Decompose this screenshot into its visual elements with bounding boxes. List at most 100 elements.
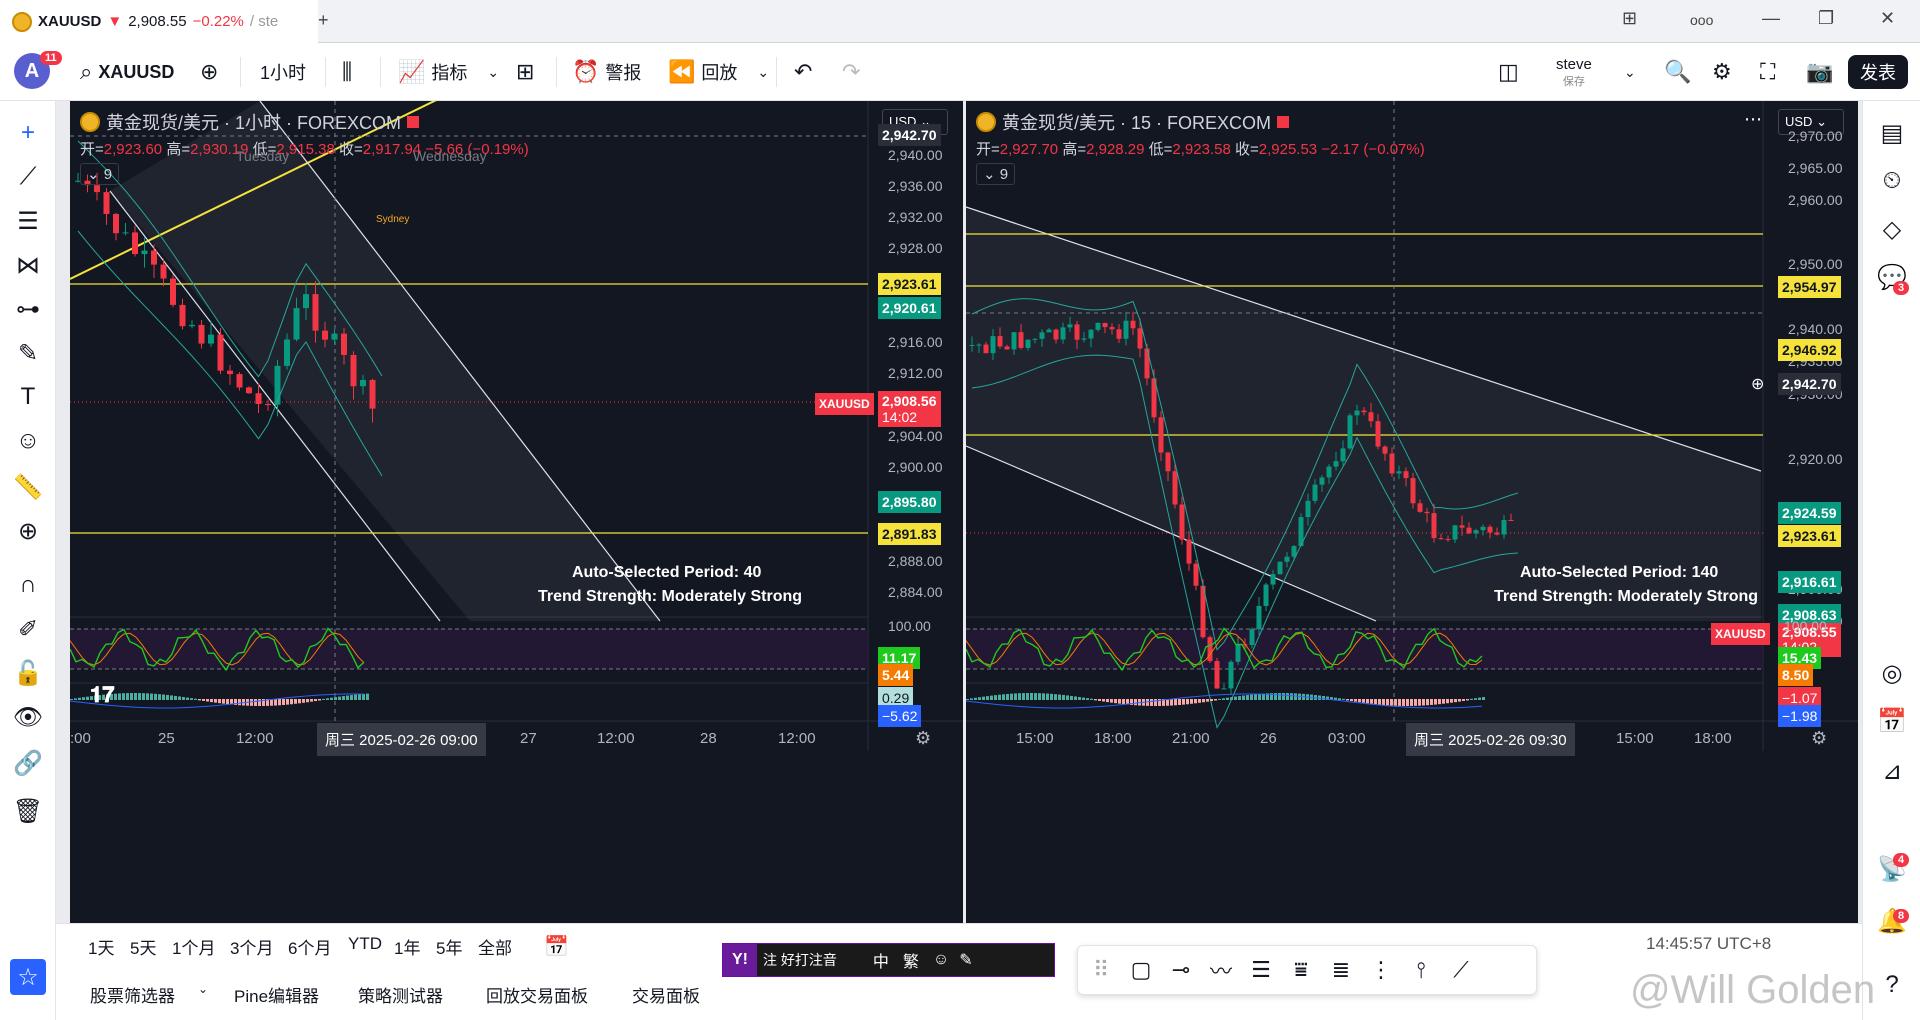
macd-bar — [1406, 699, 1409, 706]
regression-icon[interactable]: ⋮ — [1370, 957, 1392, 982]
link-icon[interactable]: 🔗 — [13, 749, 43, 777]
ruler-icon[interactable]: 📏 — [13, 473, 43, 501]
range-ytd[interactable]: YTD — [348, 934, 382, 953]
more-icon[interactable]: ⋯ — [1744, 109, 1762, 129]
flag-icon[interactable] — [407, 116, 420, 128]
feed-icon[interactable]: 📡 — [1877, 855, 1907, 883]
range-1m[interactable]: 1个月 — [172, 939, 216, 958]
ime-charset[interactable]: 繁 — [902, 954, 919, 971]
chart-2-canvas[interactable] — [966, 101, 1858, 923]
undo-button[interactable]: ↶ — [794, 43, 812, 101]
draw-lock-icon[interactable]: ✐ — [17, 615, 39, 643]
macd-bar — [1006, 693, 1009, 700]
indicator-count[interactable]: ⌄ 9 — [976, 163, 1016, 185]
forecast-icon[interactable]: ⊶ — [16, 295, 40, 323]
settings-button[interactable]: ⚙ — [1712, 43, 1732, 101]
ime-mode[interactable]: 中 — [872, 954, 889, 971]
fullscreen-button[interactable]: ⛶ — [1760, 43, 1775, 101]
range-6m[interactable]: 6个月 — [288, 939, 332, 958]
chart-tool-icon[interactable]: ⊿ — [1881, 757, 1903, 785]
chart-settings-icon[interactable]: ⚙ — [1811, 728, 1828, 748]
tab-strategy[interactable]: 策略测试器 — [358, 987, 443, 1006]
trash-icon[interactable]: 🗑 — [12, 797, 44, 825]
new-tab-button[interactable]: + — [318, 10, 329, 30]
layout-icon[interactable]: ⊞ — [1622, 8, 1638, 28]
zoom-in-icon[interactable]: ⊕ — [17, 517, 39, 545]
symbol-search[interactable]: ⌕ XAUUSD — [80, 43, 174, 101]
quick-search-button[interactable]: 🔍 — [1664, 43, 1691, 101]
restore-button[interactable]: ❐ — [1818, 8, 1835, 28]
ime-tool-icon[interactable]: ✎ — [959, 952, 973, 969]
indicator-count[interactable]: ⌄ 9 — [80, 163, 120, 185]
range-3m[interactable]: 3个月 — [230, 939, 274, 958]
vline-icon[interactable]: ⫯ — [1416, 957, 1426, 982]
bell-icon[interactable]: 🔔 — [1877, 907, 1907, 935]
drag-handle-icon[interactable]: ⠿ — [1092, 957, 1110, 982]
fib-icon[interactable]: ☰ — [1251, 957, 1271, 982]
channel-icon[interactable]: ⩸ — [1294, 957, 1308, 982]
hline-tool-icon[interactable]: ⊸ — [1171, 957, 1191, 982]
crosshair-icon[interactable]: + — [20, 119, 35, 146]
emoji-icon[interactable]: ☺ — [15, 427, 41, 454]
chart-settings-icon[interactable]: ⚙ — [915, 728, 932, 748]
snapshot-button[interactable]: 📷 — [1806, 43, 1833, 101]
chart-pane-1[interactable]: 黄金现货/美元 · 1小时 · FOREXCOM 开=2,923.60 高=2,… — [70, 101, 963, 923]
tab-screener[interactable]: 股票筛选器 — [90, 987, 175, 1006]
layers-icon[interactable]: ◇ — [1882, 215, 1902, 243]
chart-type-button[interactable]: ⫼ — [342, 43, 352, 101]
add-alert-icon[interactable]: ⊕ — [1751, 376, 1765, 393]
range-all[interactable]: 全部 — [478, 939, 512, 958]
help-icon[interactable]: ? — [1885, 971, 1899, 998]
text-icon[interactable]: T — [20, 383, 36, 410]
chart-pane-2[interactable]: 黄金现货/美元 · 15 · FOREXCOM 开=2,927.70 高=2,9… — [966, 101, 1858, 923]
lock-icon[interactable]: 🔓 — [13, 659, 43, 687]
tab-replay-panel[interactable]: 回放交易面板 — [486, 987, 588, 1006]
redo-button[interactable]: ↷ — [842, 43, 860, 101]
replay-button[interactable]: ⏪ 回放 ⌄ — [668, 43, 769, 101]
publish-button[interactable]: 发表 — [1848, 55, 1908, 89]
magnet-icon[interactable]: ∩ — [19, 571, 37, 598]
eye-icon[interactable]: 👁 — [12, 703, 44, 731]
flag-icon[interactable] — [1277, 116, 1290, 128]
pattern-icon[interactable]: ⋈ — [16, 251, 40, 279]
active-tab[interactable]: XAUUSD ▼ 2,908.55 −0.22% / ste — [0, 0, 318, 43]
close-button[interactable]: ✕ — [1880, 8, 1896, 28]
currency-select[interactable]: USD ⌄ — [1778, 109, 1844, 135]
star-icon[interactable]: ☆ — [10, 959, 46, 995]
range-1d[interactable]: 1天 — [88, 939, 115, 958]
chevron-down-icon[interactable]: ⌄ — [198, 982, 209, 996]
templates-button[interactable]: ⊞ — [516, 43, 534, 101]
alerts-clock-icon[interactable]: ⏲ — [1882, 167, 1902, 194]
trendline-icon[interactable]: ⟋ — [19, 163, 37, 190]
ime-symbol-icon[interactable]: ☺ — [932, 951, 950, 968]
range-5y[interactable]: 5年 — [436, 939, 463, 958]
target-icon[interactable]: ◎ — [1881, 659, 1903, 687]
macd-value-1: −1.07 — [1778, 687, 1822, 709]
tab-trading-panel[interactable]: 交易面板 — [632, 987, 700, 1006]
layout-name[interactable]: steve 保存 — [1556, 43, 1592, 101]
range-1y[interactable]: 1年 — [394, 939, 421, 958]
chart-1-canvas[interactable] — [70, 101, 963, 923]
ray-icon[interactable]: ⟋ — [1453, 957, 1469, 982]
ime-toolbar[interactable]: Y! 注 好打注音 中 繁 ☺ ✎ — [722, 943, 1055, 977]
compare-button[interactable]: ⊕ — [200, 43, 218, 101]
minimize-button[interactable]: — — [1762, 8, 1780, 28]
rectangle-icon[interactable]: ▢ — [1130, 957, 1152, 982]
tab-pine[interactable]: Pine编辑器 — [234, 987, 320, 1006]
watchlist-icon[interactable]: ▤ — [1880, 119, 1904, 147]
parallel-channel-icon[interactable]: ≣ — [1331, 957, 1351, 982]
goto-date-icon[interactable]: 📅 — [544, 936, 569, 958]
brush-icon[interactable]: ✎ — [17, 339, 39, 367]
layout-menu-button[interactable]: ⌄ — [1624, 43, 1636, 101]
range-5d[interactable]: 5天 — [130, 939, 157, 958]
chat-icon[interactable]: 💬 — [1877, 263, 1907, 291]
alert-button[interactable]: ⏰ 警报 — [572, 43, 641, 101]
split-layout-button[interactable]: ◫ — [1498, 43, 1519, 101]
path-icon[interactable]: 〰 — [1209, 959, 1232, 984]
indicators-button[interactable]: 📈 指标 ⌄ — [398, 43, 499, 101]
fib-icon[interactable]: ☰ — [17, 207, 39, 235]
calendar-icon[interactable]: 📅 — [1877, 707, 1907, 735]
clock[interactable]: 14:45:57 UTC+8 — [1646, 934, 1772, 953]
more-icon[interactable]: ooo — [1690, 12, 1714, 28]
interval-button[interactable]: 1小时 — [260, 63, 307, 83]
